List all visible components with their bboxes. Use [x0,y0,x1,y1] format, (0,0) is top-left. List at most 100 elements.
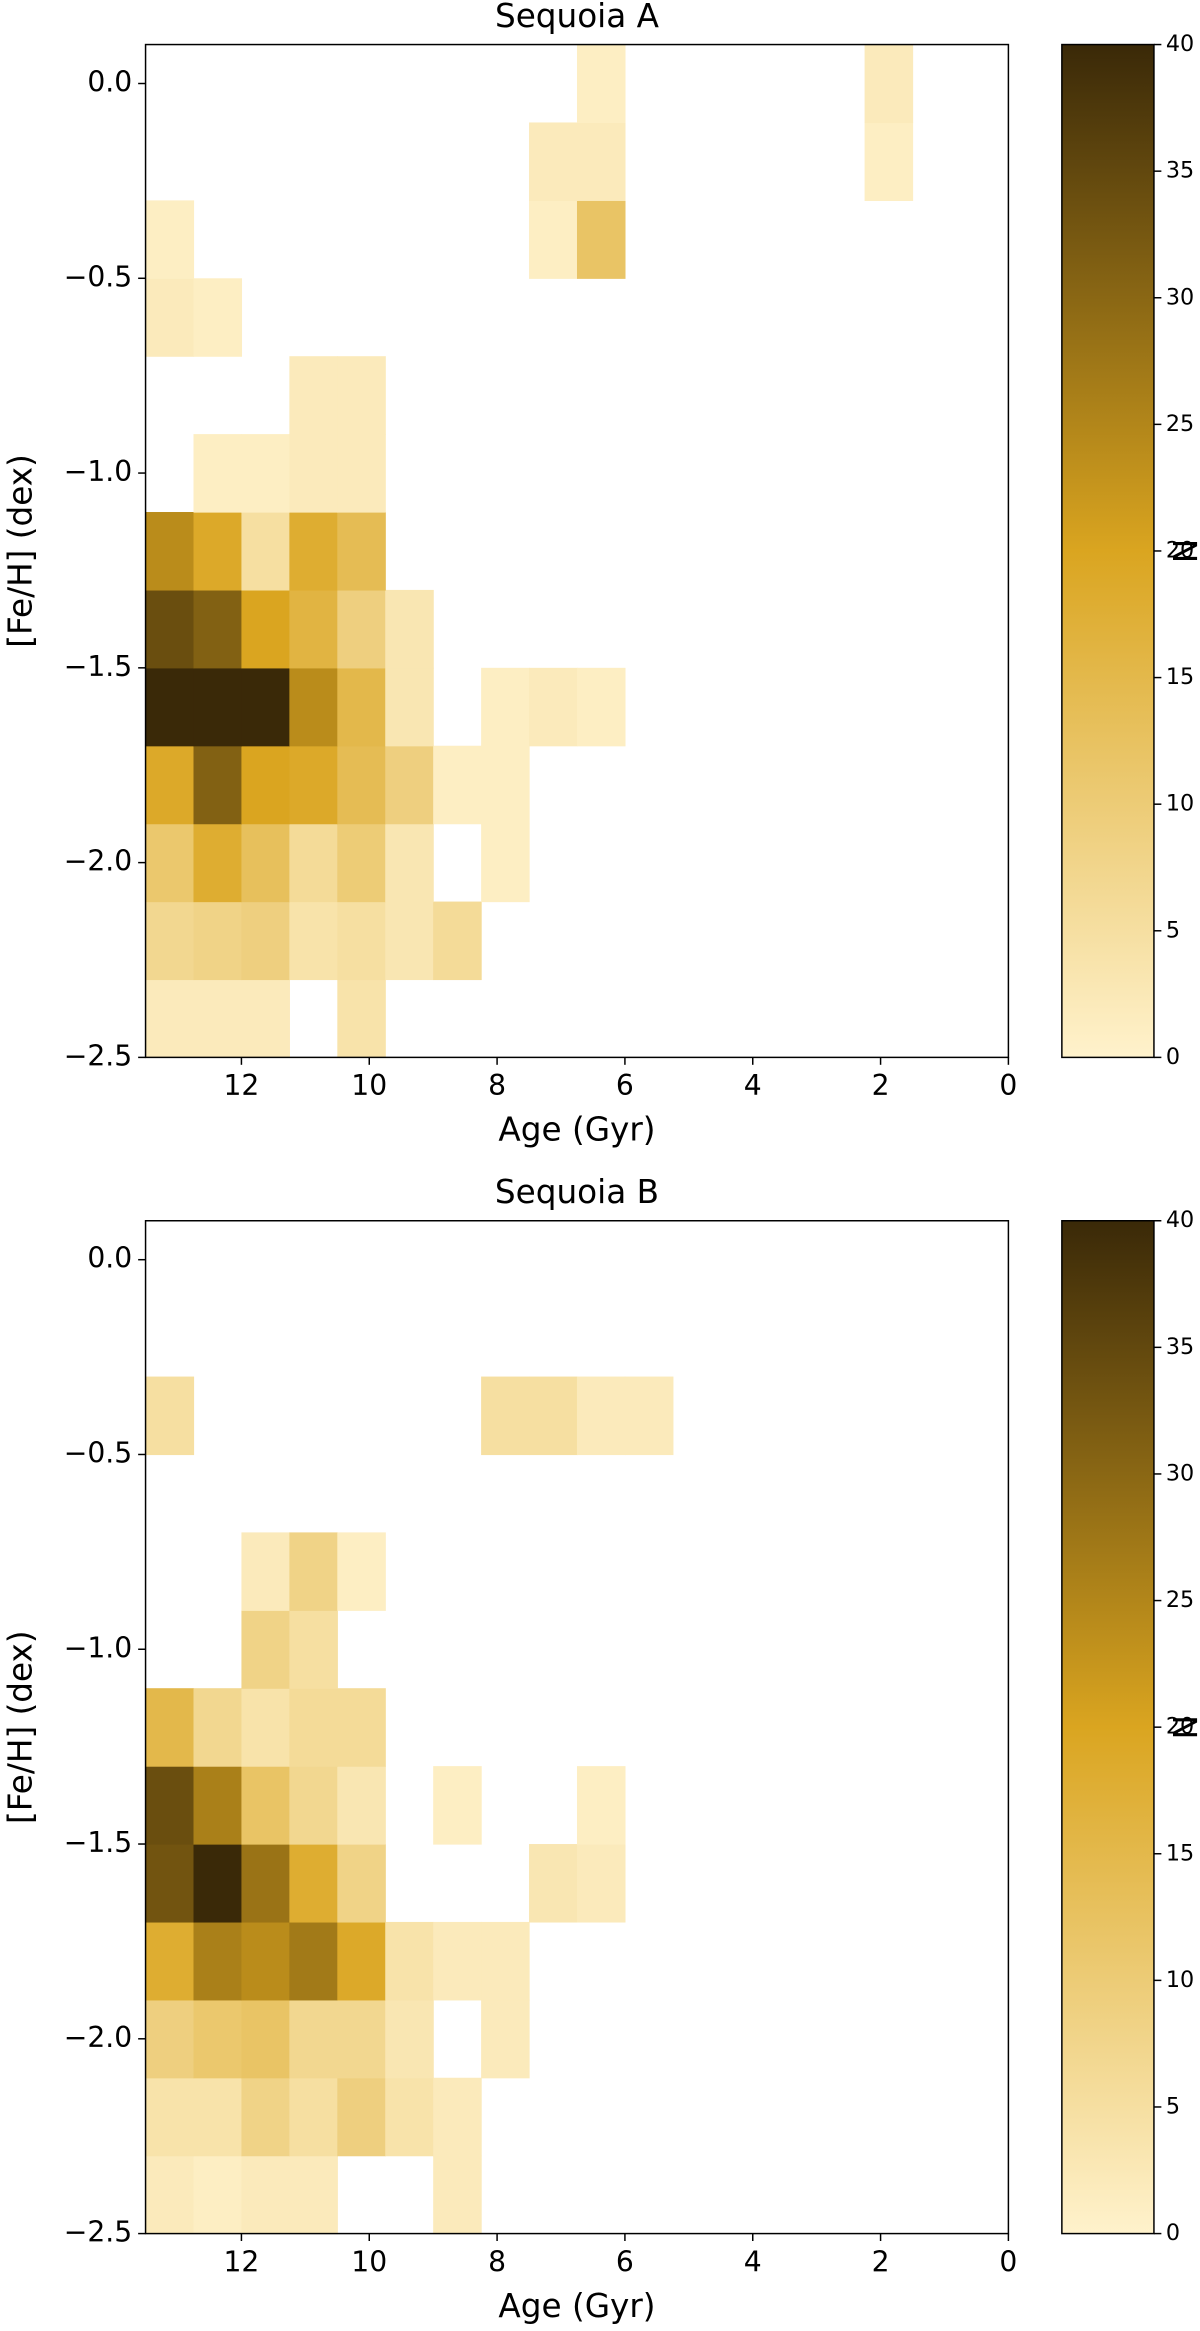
heat-cell [385,1688,434,1767]
heat-cell [721,1688,770,1767]
heat-cell [960,1766,1009,1845]
heat-cell [481,1376,530,1456]
heat-cell [769,434,818,513]
heat-cell [577,1221,626,1300]
heat-cell [385,1766,434,1845]
heat-cell [481,1844,530,1923]
heat-cell [864,122,914,201]
heat-cell [433,1221,482,1300]
heat-cell [673,200,722,279]
heat-cell [529,512,578,591]
colorbar-tick-label: 30 [1166,284,1194,310]
heat-cell [625,1610,674,1689]
heat-cell [385,1844,434,1923]
heat-cell [913,979,962,1058]
heat-cell [385,434,434,513]
heat-cell [960,1454,1009,1533]
x-tick-label: 10 [351,1069,387,1102]
heat-cell [625,1688,674,1767]
y-tick-label: −0.5 [64,1436,132,1469]
heat-cell [289,667,338,747]
heat-cell [146,1454,195,1533]
heat-cell [913,1454,962,1533]
heat-cell [769,200,818,279]
heat-cell [337,589,386,669]
heat-cell [817,278,866,357]
heat-cell [146,1532,195,1611]
heat-cell [769,512,818,591]
heat-cell [960,979,1009,1058]
heat-cell [289,1688,338,1767]
heat-cell [337,122,386,201]
heat-cell [433,1610,482,1689]
heat-cell [625,1922,674,2001]
heat-cell [289,1532,338,1611]
heat-cell [289,2155,338,2235]
heat-cell [481,1921,530,2001]
heat-cell [960,1299,1009,1378]
heat-cell [481,200,530,279]
heat-cell [385,1299,434,1378]
heat-cell [146,434,195,513]
heat-cell [433,2000,482,2079]
heat-cell [145,278,195,357]
x-tick-label: 4 [744,2245,762,2278]
heat-cell [673,2000,722,2079]
heat-cell [385,2077,434,2157]
x-tick-label: 12 [223,2245,259,2278]
heat-cell [865,1532,914,1611]
heat-cell [241,1766,290,1845]
heat-cell [625,1844,674,1923]
x-axis-label: Age (Gyr) [498,1111,655,1149]
heat-cell [193,1921,243,2001]
heat-cell [721,902,770,981]
heat-cell [673,1532,722,1611]
heat-cell [193,745,243,825]
heat-cell [241,667,290,747]
heat-cell [960,1688,1009,1767]
heat-cell [241,278,290,357]
heat-cell [817,668,866,747]
heat-cell [289,1221,338,1300]
heat-cell [769,1610,818,1689]
heat-cell [721,2000,770,2079]
heat-cell [385,278,434,357]
heat-cell [960,668,1009,747]
heat-cell [145,979,195,1058]
heat-cell [721,45,770,124]
plot-frame [144,1220,1010,2235]
heat-cell [385,1377,434,1456]
heat-cell [865,590,914,669]
heat-cell [913,278,962,357]
colorbar-tick-label: 0 [1166,2220,1180,2246]
heat-cell [385,200,434,279]
heat-cell [769,824,818,903]
x-tick-label: 4 [744,1069,762,1102]
colorbar-tick-label: 20 [1166,537,1194,563]
heat-cell [913,1299,962,1378]
heat-cell [289,1610,338,1689]
heat-cell [817,2078,866,2157]
heat-cell [337,2077,386,2157]
heat-cell [960,200,1009,279]
heat-cell [337,1377,386,1456]
heat-cell [145,745,195,825]
heat-cell [817,1922,866,2001]
heat-cell [625,45,674,124]
heat-cell [625,122,674,201]
heat-cell [577,590,626,669]
heat-cell [769,1532,818,1611]
heat-cell [721,434,770,513]
heat-cell [769,278,818,357]
heat-cell [289,1377,338,1456]
heat-cell [481,1610,530,1689]
heat-cell [481,590,530,669]
heat-cell [673,2156,722,2235]
heat-cell [289,512,338,591]
heat-cell [337,512,386,591]
heat-cell [817,979,866,1058]
heat-cell [769,902,818,981]
colorbar-tick-label: 5 [1166,2093,1180,2119]
x-axis-label: Age (Gyr) [498,2287,655,2325]
